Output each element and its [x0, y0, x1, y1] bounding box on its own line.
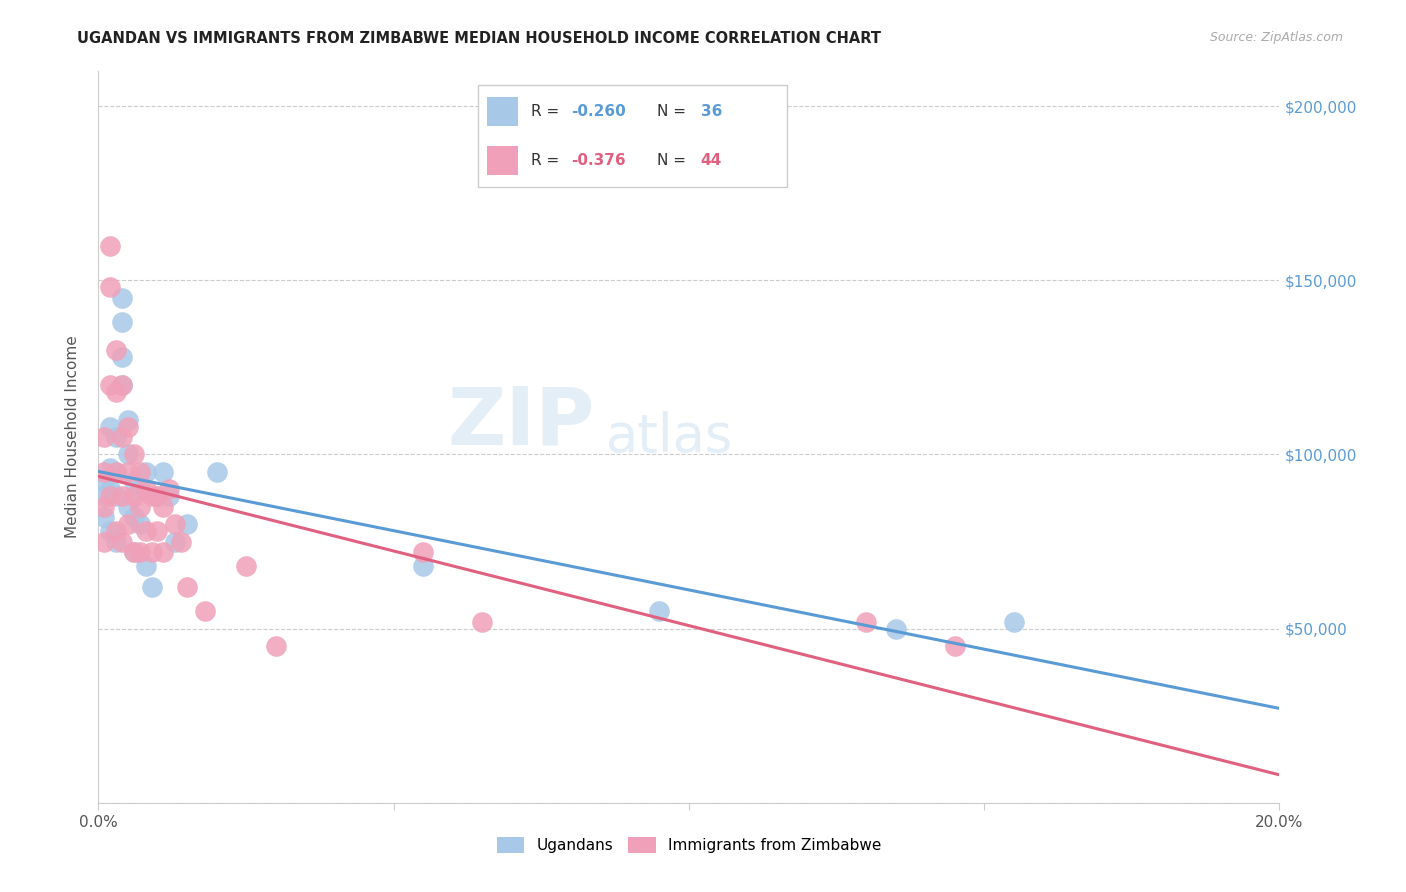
Text: ZIP: ZIP	[447, 384, 595, 461]
Point	[117, 500, 139, 514]
Text: -0.260: -0.260	[571, 103, 626, 119]
Point	[93, 500, 115, 514]
Point	[141, 489, 163, 503]
Point	[122, 448, 145, 462]
Point	[855, 615, 877, 629]
Point	[122, 489, 145, 503]
Point	[235, 558, 257, 573]
Point	[146, 489, 169, 503]
Point	[111, 315, 134, 329]
Point	[884, 622, 907, 636]
Text: R =: R =	[530, 153, 564, 169]
Point	[105, 534, 128, 549]
Point	[152, 465, 174, 479]
Point	[194, 604, 217, 618]
Point	[111, 350, 134, 364]
Point	[152, 545, 174, 559]
Text: R =: R =	[530, 103, 564, 119]
Point	[128, 517, 150, 532]
Point	[105, 465, 128, 479]
Point	[264, 639, 287, 653]
Point	[128, 545, 150, 559]
Point	[93, 510, 115, 524]
Point	[93, 489, 115, 503]
Legend: Ugandans, Immigrants from Zimbabwe: Ugandans, Immigrants from Zimbabwe	[489, 830, 889, 861]
Point	[943, 639, 966, 653]
Point	[648, 604, 671, 618]
Point	[122, 545, 145, 559]
Point	[157, 483, 180, 497]
Point	[111, 489, 134, 503]
Point	[146, 489, 169, 503]
Point	[152, 500, 174, 514]
Point	[117, 419, 139, 434]
Point	[122, 545, 145, 559]
Text: N =: N =	[658, 103, 692, 119]
Y-axis label: Median Household Income: Median Household Income	[65, 335, 80, 539]
Point	[135, 558, 157, 573]
Text: atlas: atlas	[606, 411, 734, 463]
Point	[128, 500, 150, 514]
Point	[135, 524, 157, 538]
Point	[471, 615, 494, 629]
Point	[105, 430, 128, 444]
Point	[412, 558, 434, 573]
Point	[146, 524, 169, 538]
Text: 36: 36	[700, 103, 723, 119]
Point	[135, 465, 157, 479]
Point	[105, 384, 128, 399]
Point	[105, 489, 128, 503]
Point	[122, 510, 145, 524]
Point	[170, 534, 193, 549]
Point	[98, 238, 121, 252]
Point	[98, 483, 121, 497]
Point	[98, 280, 121, 294]
Point	[128, 483, 150, 497]
Point	[141, 545, 163, 559]
Point	[98, 524, 121, 538]
Point	[111, 377, 134, 392]
FancyBboxPatch shape	[478, 85, 787, 187]
Point	[157, 489, 180, 503]
Point	[111, 291, 134, 305]
Point	[98, 461, 121, 475]
Point	[141, 580, 163, 594]
Point	[93, 430, 115, 444]
Text: Source: ZipAtlas.com: Source: ZipAtlas.com	[1209, 31, 1343, 45]
Point	[98, 489, 121, 503]
Text: UGANDAN VS IMMIGRANTS FROM ZIMBABWE MEDIAN HOUSEHOLD INCOME CORRELATION CHART: UGANDAN VS IMMIGRANTS FROM ZIMBABWE MEDI…	[77, 31, 882, 46]
Point	[111, 534, 134, 549]
Point	[93, 465, 115, 479]
Text: N =: N =	[658, 153, 692, 169]
Point	[117, 448, 139, 462]
Point	[128, 465, 150, 479]
Bar	[488, 97, 519, 126]
Point	[93, 534, 115, 549]
Point	[165, 534, 187, 549]
Point	[98, 377, 121, 392]
Point	[122, 475, 145, 490]
Point	[176, 580, 198, 594]
Point	[111, 377, 134, 392]
Point	[205, 465, 228, 479]
Point	[412, 545, 434, 559]
Point	[135, 483, 157, 497]
Point	[117, 412, 139, 426]
Point	[93, 475, 115, 490]
Point	[105, 343, 128, 357]
Point	[176, 517, 198, 532]
Point	[105, 524, 128, 538]
Point	[117, 465, 139, 479]
Text: -0.376: -0.376	[571, 153, 626, 169]
Point	[1002, 615, 1025, 629]
Point	[105, 465, 128, 479]
Text: 44: 44	[700, 153, 723, 169]
Bar	[488, 146, 519, 175]
Point	[165, 517, 187, 532]
Point	[111, 430, 134, 444]
Point	[98, 419, 121, 434]
Point	[117, 517, 139, 532]
